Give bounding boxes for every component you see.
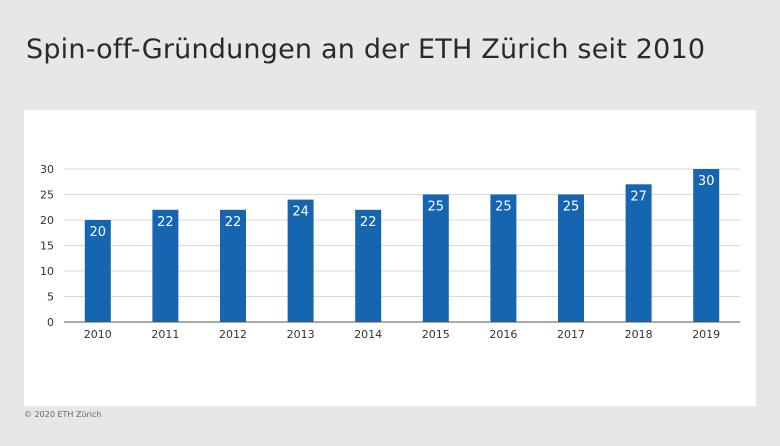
bar-value-label: 30 [698, 174, 715, 189]
y-tick-label: 20 [40, 214, 54, 227]
bar-value-label: 22 [157, 215, 174, 230]
bar [287, 199, 314, 322]
x-tick-label: 2012 [219, 328, 247, 341]
bar [355, 209, 382, 322]
bar [625, 184, 652, 322]
bar-value-label: 25 [495, 200, 512, 215]
x-tick-label: 2010 [84, 328, 112, 341]
bar-value-label: 20 [90, 225, 107, 240]
bar-value-label: 25 [428, 200, 445, 215]
x-tick-label: 2014 [354, 328, 382, 341]
x-tick-label: 2011 [151, 328, 179, 341]
y-tick-label: 10 [40, 265, 54, 278]
x-tick-label: 2015 [422, 328, 450, 341]
bar [220, 209, 246, 322]
y-tick-label: 0 [47, 316, 54, 329]
copyright-text: © 2020 ETH Zürich [24, 410, 102, 419]
y-tick-label: 25 [40, 189, 54, 202]
bar-value-label: 24 [292, 205, 309, 220]
y-tick-label: 15 [40, 240, 54, 253]
bar-value-label: 27 [630, 189, 647, 204]
bar [558, 194, 584, 322]
bar [422, 194, 449, 322]
page-title: Spin-off-Gründungen an der ETH Zürich se… [26, 34, 706, 65]
x-tick-label: 2017 [557, 328, 585, 341]
x-tick-label: 2013 [287, 328, 315, 341]
bar-value-label: 22 [225, 215, 242, 230]
bar [693, 169, 720, 322]
x-tick-label: 2018 [625, 328, 653, 341]
y-tick-label: 5 [47, 291, 54, 304]
bar [490, 194, 517, 322]
bar [152, 209, 179, 322]
bar-value-label: 25 [563, 200, 580, 215]
bar [84, 220, 111, 322]
x-tick-label: 2016 [489, 328, 517, 341]
y-tick-label: 30 [40, 163, 54, 176]
x-tick-label: 2019 [692, 328, 720, 341]
bar-value-label: 22 [360, 215, 377, 230]
